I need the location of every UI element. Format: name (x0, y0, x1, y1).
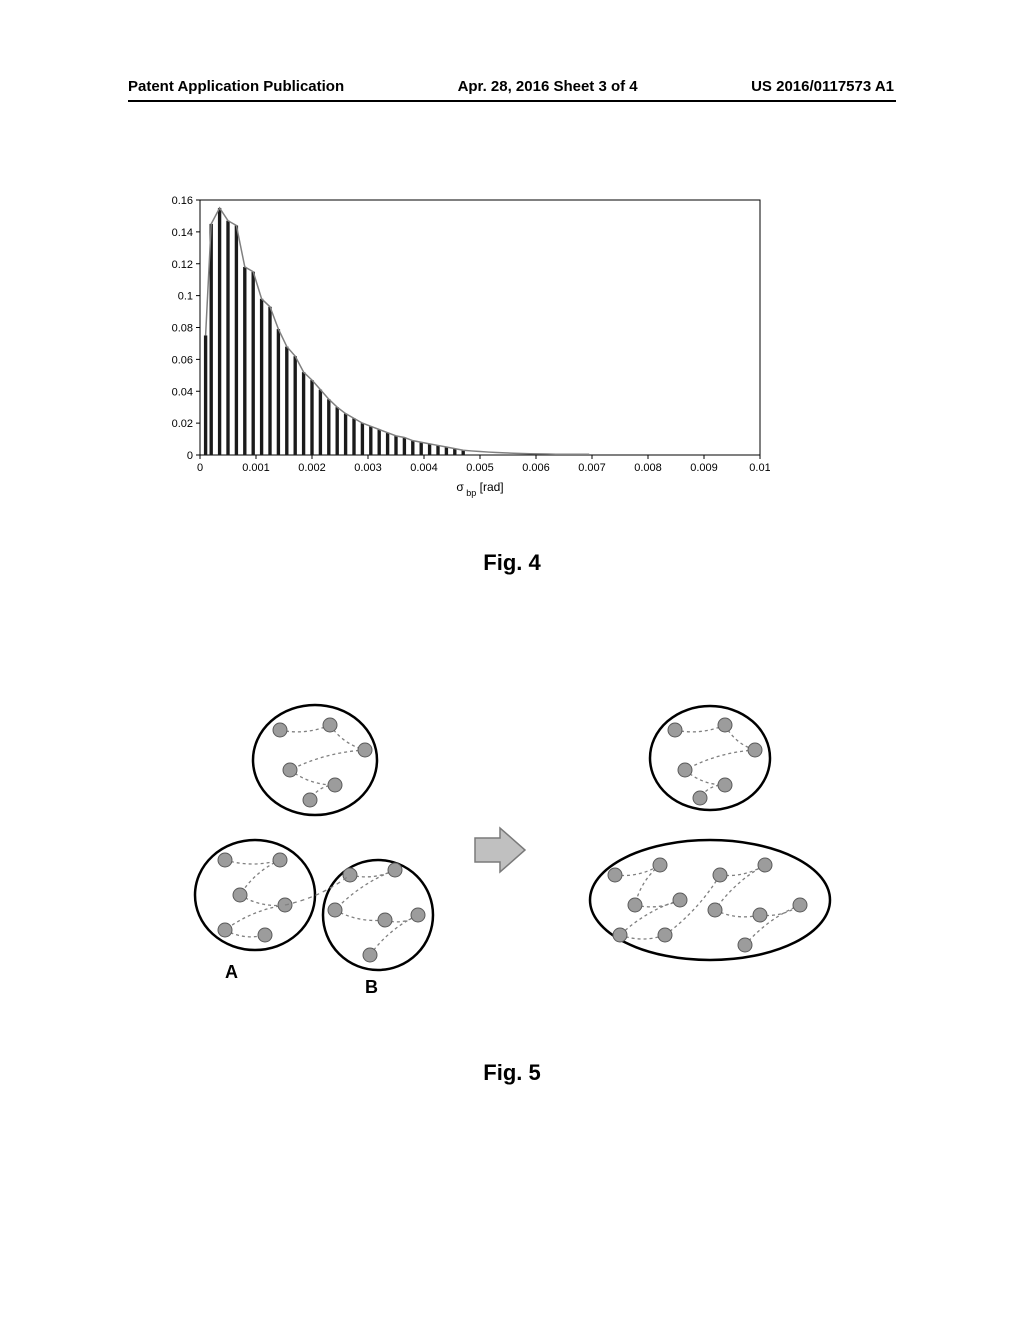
svg-text:0.02: 0.02 (172, 418, 193, 430)
svg-text:0: 0 (187, 450, 193, 462)
header-right: US 2016/0117573 A1 (751, 78, 894, 95)
svg-text:0.01: 0.01 (749, 462, 770, 474)
header-divider (128, 100, 896, 102)
fig4-caption: Fig. 4 (0, 550, 1024, 576)
svg-text:A: A (225, 962, 238, 982)
svg-text:0.04: 0.04 (172, 386, 193, 398)
svg-text:0.1: 0.1 (178, 291, 193, 303)
svg-text:0.009: 0.009 (690, 462, 718, 474)
svg-text:0.12: 0.12 (172, 259, 193, 271)
svg-text:0.008: 0.008 (634, 462, 662, 474)
svg-text:0.005: 0.005 (466, 462, 494, 474)
svg-text:0.004: 0.004 (410, 462, 438, 474)
svg-text:0.16: 0.16 (172, 195, 193, 207)
svg-text:σ bp [rad]: σ bp [rad] (456, 480, 503, 498)
svg-text:0.001: 0.001 (242, 462, 270, 474)
header-center: Apr. 28, 2016 Sheet 3 of 4 (458, 78, 638, 95)
fig5-diagram: AB (170, 700, 850, 1020)
header-left: Patent Application Publication (128, 78, 344, 95)
svg-text:0.06: 0.06 (172, 354, 193, 366)
svg-text:0.007: 0.007 (578, 462, 606, 474)
fig4-chart: 0 0.02 0.04 0.06 0.08 0.1 0.12 0.14 0.16 0 0.001 0.… (150, 190, 770, 500)
fig5-caption: Fig. 5 (0, 1060, 1024, 1086)
svg-text:0.006: 0.006 (522, 462, 550, 474)
svg-text:B: B (365, 977, 378, 997)
svg-text:0.08: 0.08 (172, 323, 193, 335)
svg-text:0: 0 (197, 462, 203, 474)
svg-text:0.002: 0.002 (298, 462, 326, 474)
page-header: Patent Application Publication Apr. 28, … (0, 78, 1024, 95)
svg-text:0.003: 0.003 (354, 462, 382, 474)
histogram-svg: 0 0.02 0.04 0.06 0.08 0.1 0.12 0.14 0.16 0 0.001 0.… (150, 190, 770, 500)
cluster-diagram-svg: AB (170, 700, 850, 1020)
svg-text:0.14: 0.14 (172, 227, 193, 239)
